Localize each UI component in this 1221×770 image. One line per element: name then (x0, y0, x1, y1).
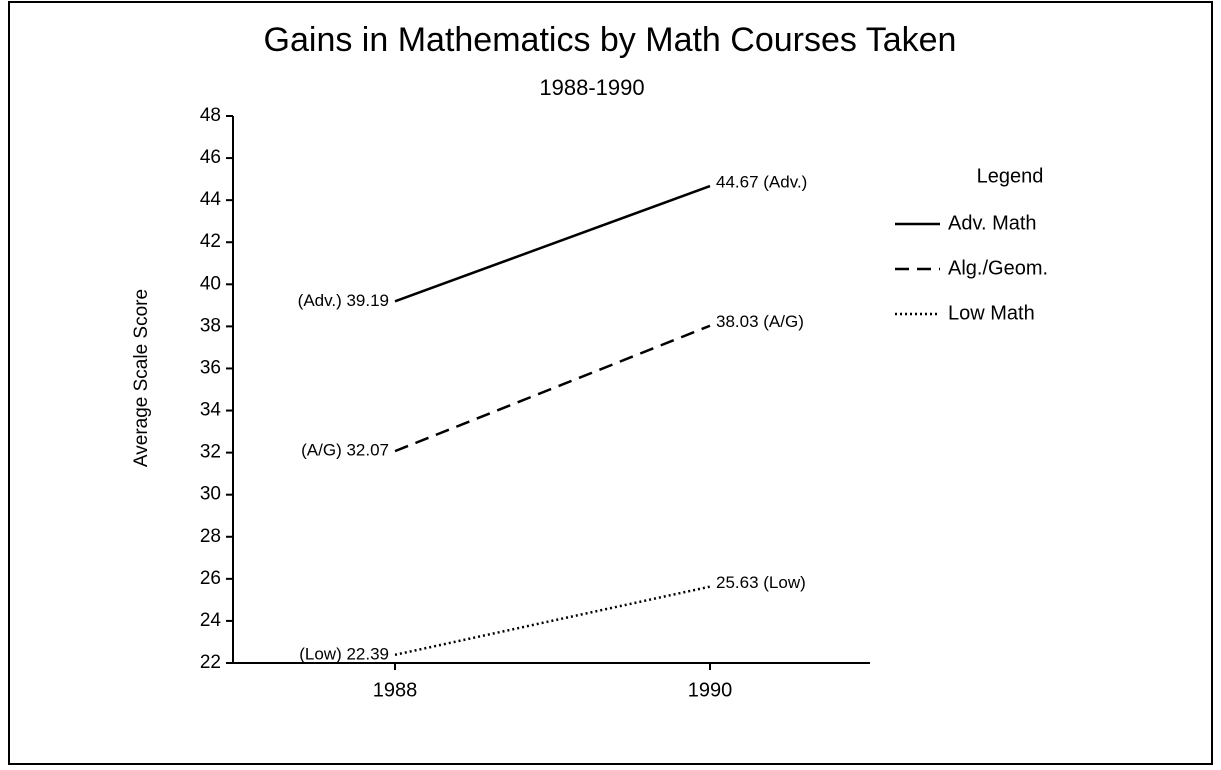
y-tick-label: 36 (200, 357, 221, 378)
y-axis-label: Average Scale Score (131, 289, 152, 467)
legend-label: Alg./Geom. (948, 257, 1048, 279)
chart-title: Gains in Mathematics by Math Courses Tak… (264, 21, 957, 59)
x-tick-label: 1990 (688, 679, 733, 701)
data-label: (Low) 22.39 (299, 644, 389, 663)
data-label: 25.63 (Low) (716, 573, 806, 592)
y-tick-label: 34 (200, 400, 222, 421)
data-label: 38.03 (A/G) (716, 312, 804, 331)
y-tick-label: 38 (200, 315, 221, 336)
y-tick-label: 26 (200, 568, 221, 589)
y-tick-label: 24 (200, 610, 222, 631)
y-tick-label: 22 (200, 652, 221, 673)
data-label: (A/G) 32.07 (301, 441, 389, 460)
y-tick-label: 40 (200, 273, 221, 294)
series-line (394, 184, 711, 303)
x-tick-label: 1988 (373, 679, 418, 701)
y-tick-label: 44 (200, 189, 222, 210)
legend-title: Legend (977, 165, 1044, 187)
y-tick-label: 32 (200, 442, 221, 463)
legend-label: Low Math (948, 302, 1035, 324)
y-tick-label: 42 (200, 231, 221, 252)
frame (8, 1, 1213, 765)
y-tick-label: 28 (200, 526, 221, 547)
legend-label: Adv. Math (948, 212, 1037, 234)
data-label: (Adv.) 39.19 (298, 291, 389, 310)
y-tick-label: 48 (200, 105, 221, 126)
series-line (394, 324, 711, 453)
data-label: 44.67 (Adv.) (716, 173, 807, 192)
series-line (394, 585, 711, 657)
chart-subtitle: 1988-1990 (539, 75, 644, 100)
y-tick-label: 30 (200, 484, 221, 505)
y-tick-label: 46 (200, 147, 221, 168)
